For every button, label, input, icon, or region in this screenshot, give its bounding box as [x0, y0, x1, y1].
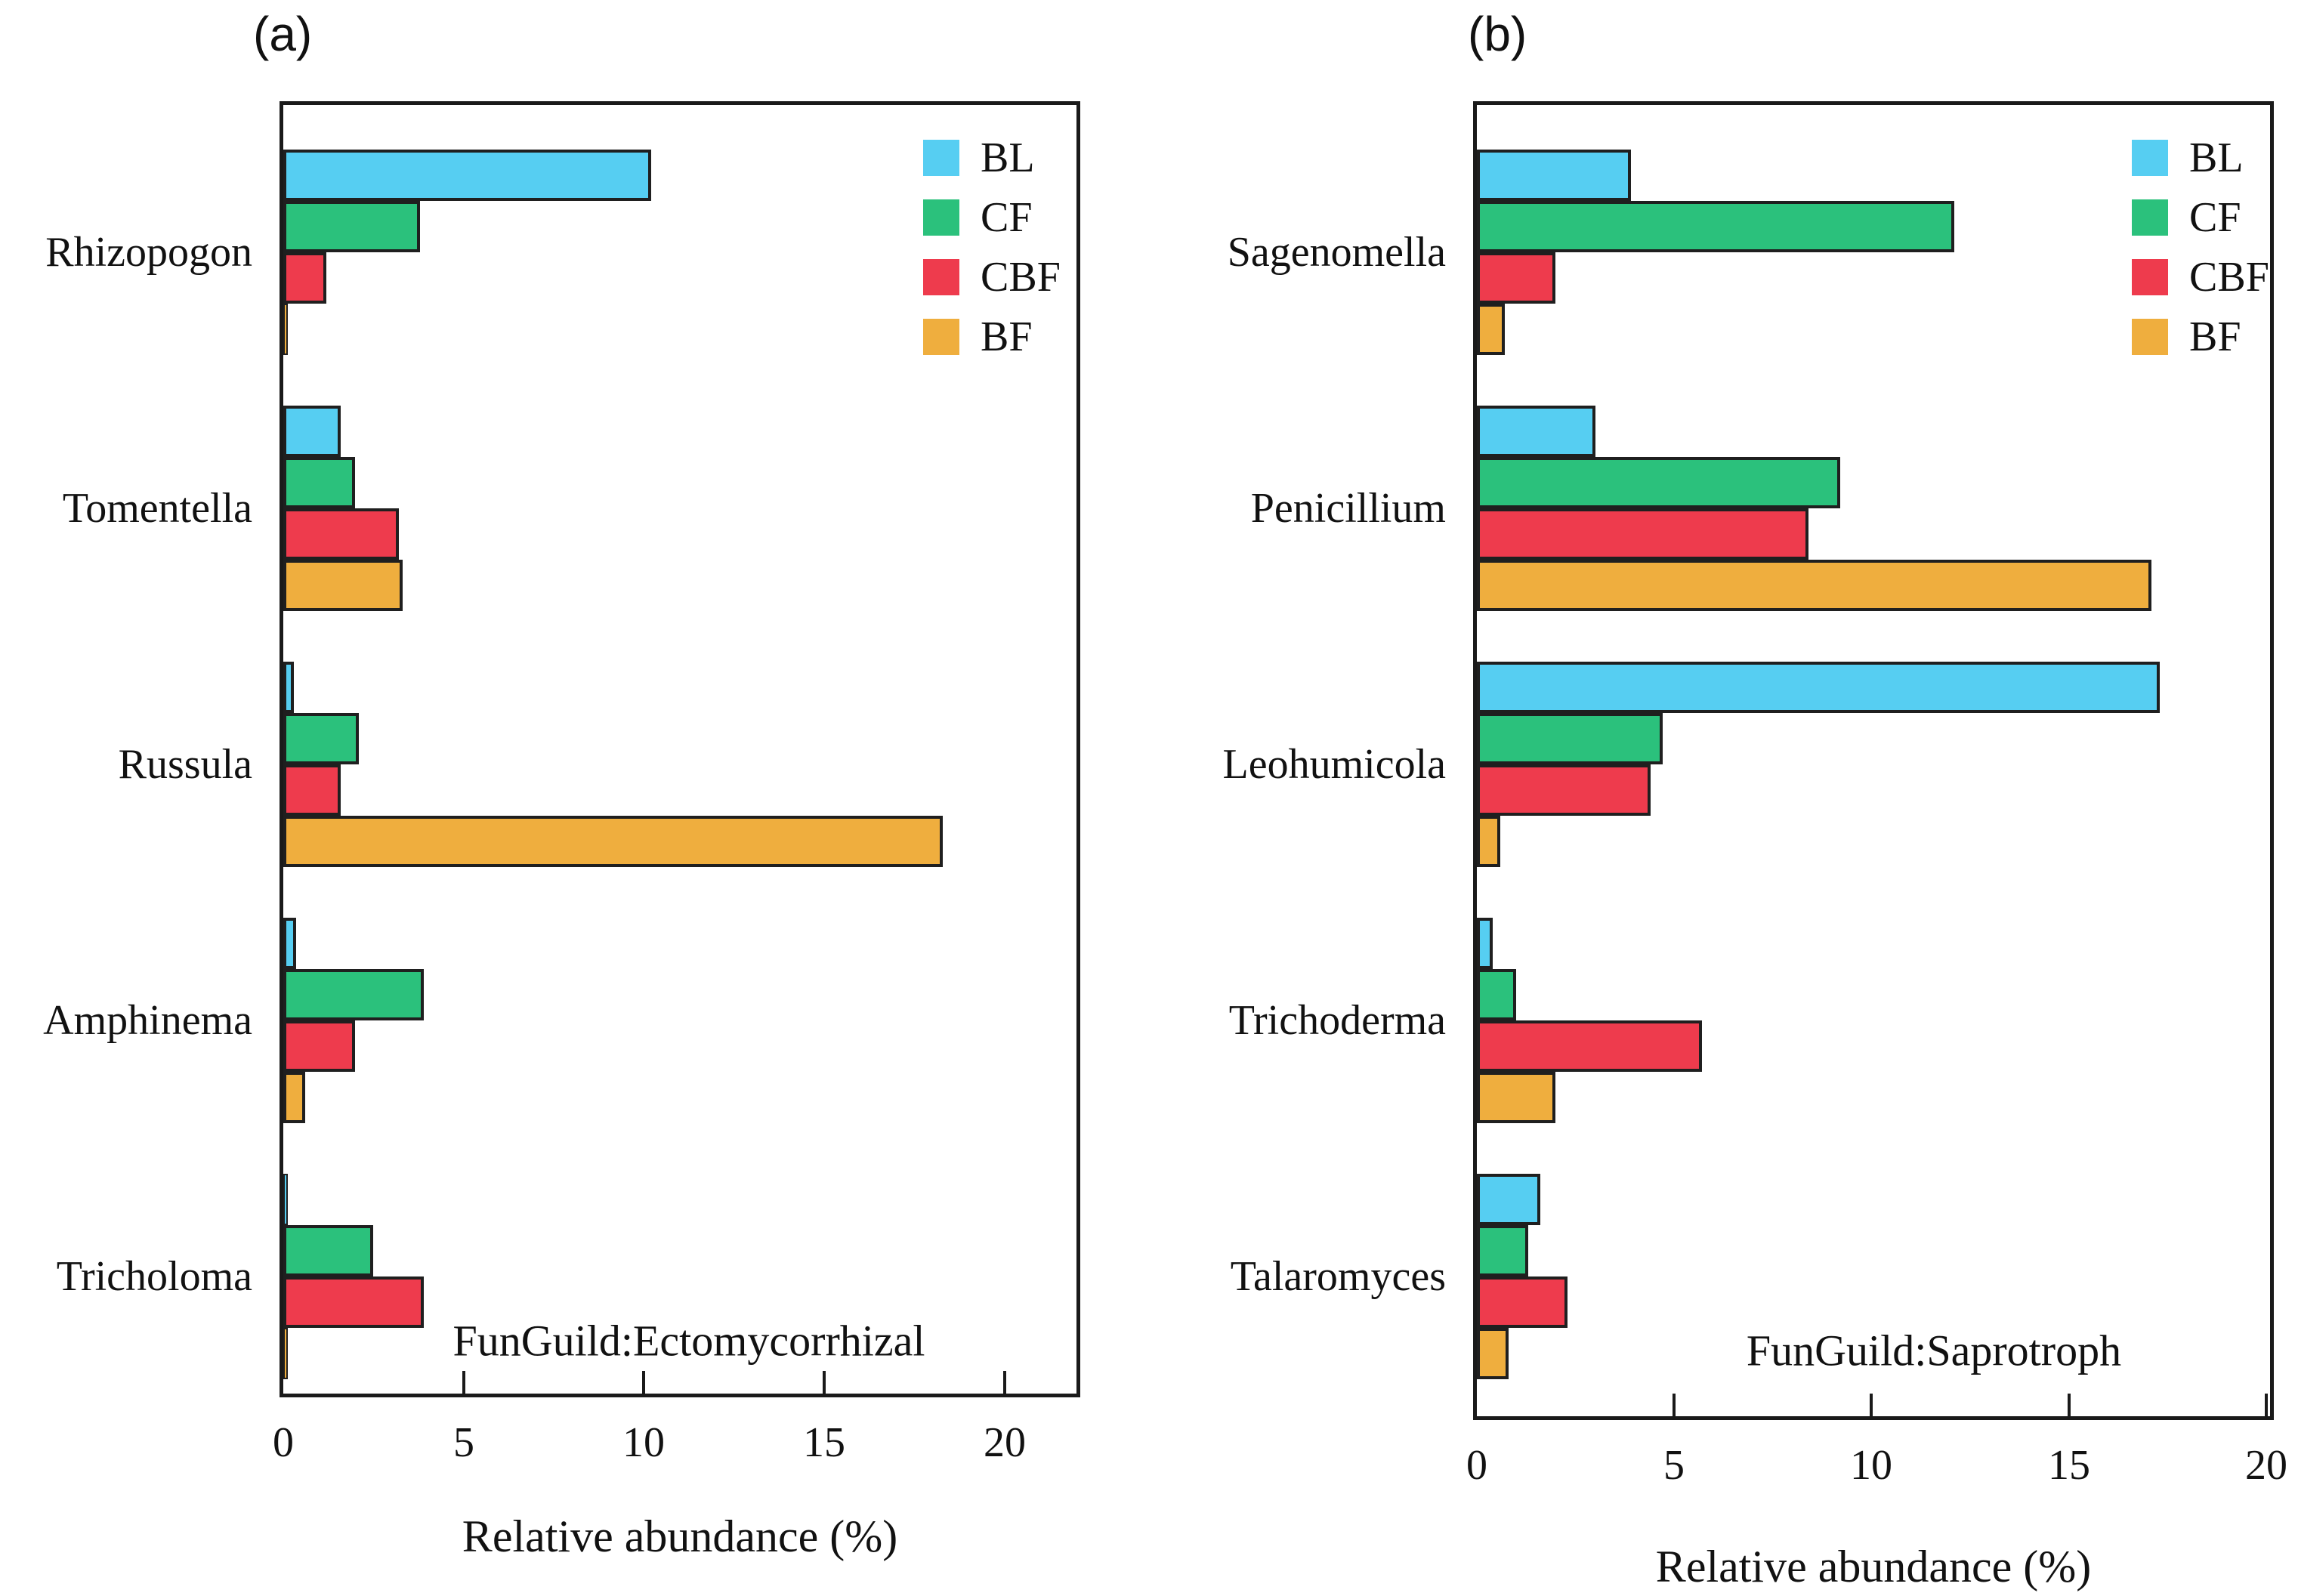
bar-cbf-trichoderma	[1477, 1020, 1702, 1072]
bar-bl-amphinema	[283, 918, 296, 969]
bar-bl-tricholoma	[283, 1174, 288, 1225]
bar-bl-penicillium	[1477, 406, 1595, 457]
x-tick-label-20: 20	[2245, 1442, 2287, 1489]
legend-label-cbf: CBF	[981, 254, 1061, 301]
bar-cbf-tomentella	[283, 508, 399, 560]
category-label-sagenomella: Sagenomella	[1227, 229, 1446, 276]
bar-bl-talaromyces	[1477, 1174, 1540, 1225]
legend-swatch-bf	[923, 319, 959, 355]
x-tick-mark-15	[2068, 1394, 2071, 1416]
x-tick-mark-15	[823, 1371, 826, 1394]
panel-a-annotation: FunGuild:Ectomycorrhizal	[452, 1316, 925, 1366]
bar-cf-sagenomella	[1477, 201, 1954, 252]
bar-bl-russula	[283, 662, 294, 713]
category-label-russula: Russula	[118, 741, 252, 788]
x-tick-mark-5	[1673, 1394, 1676, 1416]
panel-b-xaxis-title: Relative abundance (%)	[1655, 1542, 2092, 1591]
x-tick-mark-20	[1003, 1371, 1006, 1394]
bar-bf-penicillium	[1477, 560, 2151, 611]
bar-cbf-penicillium	[1477, 508, 1808, 560]
x-tick-label-15: 15	[803, 1419, 845, 1466]
bar-cbf-tricholoma	[283, 1276, 424, 1328]
bar-bf-amphinema	[283, 1072, 305, 1123]
x-tick-label-0: 0	[1466, 1442, 1487, 1489]
category-label-rhizopogon: Rhizopogon	[45, 229, 252, 276]
bar-cbf-rhizopogon	[283, 252, 326, 304]
x-tick-label-15: 15	[2048, 1442, 2090, 1489]
bar-cf-penicillium	[1477, 457, 1840, 508]
bar-cf-tricholoma	[283, 1225, 373, 1276]
x-tick-label-5: 5	[453, 1419, 474, 1466]
legend-swatch-bf	[2132, 319, 2168, 355]
x-tick-mark-20	[2265, 1394, 2268, 1416]
bar-bf-tomentella	[283, 560, 403, 611]
bar-cbf-leohumicola	[1477, 764, 1651, 816]
bar-cbf-russula	[283, 764, 341, 816]
x-tick-label-5: 5	[1663, 1442, 1685, 1489]
legend-swatch-cf	[2132, 199, 2168, 236]
legend-label-bf: BF	[981, 313, 1033, 360]
bar-cf-leohumicola	[1477, 713, 1663, 764]
category-label-tomentella: Tomentella	[62, 485, 252, 532]
bar-cbf-amphinema	[283, 1020, 355, 1072]
legend-label-cf: CF	[981, 194, 1033, 241]
bar-bl-tomentella	[283, 406, 341, 457]
category-label-amphinema: Amphinema	[43, 997, 252, 1044]
bar-bf-trichoderma	[1477, 1072, 1555, 1123]
category-label-talaromyces: Talaromyces	[1230, 1253, 1446, 1300]
panel-b-letter: (b)	[1468, 7, 1527, 61]
legend-swatch-cbf	[923, 259, 959, 295]
legend-swatch-cf	[923, 199, 959, 236]
category-label-penicillium: Penicillium	[1250, 485, 1446, 532]
panel-a-xaxis-title: Relative abundance (%)	[462, 1511, 898, 1561]
bar-cbf-talaromyces	[1477, 1276, 1568, 1328]
panel-b-annotation: FunGuild:Saprotroph	[1746, 1326, 2122, 1375]
bar-cf-rhizopogon	[283, 201, 420, 252]
x-tick-label-10: 10	[622, 1419, 665, 1466]
bar-cf-russula	[283, 713, 359, 764]
bar-cf-amphinema	[283, 969, 424, 1020]
legend-label-bl: BL	[2189, 134, 2244, 181]
legend-swatch-bl	[2132, 140, 2168, 176]
bar-bf-leohumicola	[1477, 816, 1500, 867]
bar-bf-talaromyces	[1477, 1328, 1509, 1379]
x-tick-mark-10	[1870, 1394, 1873, 1416]
bar-bl-rhizopogon	[283, 150, 651, 201]
x-tick-label-10: 10	[1850, 1442, 1892, 1489]
bar-bl-trichoderma	[1477, 918, 1493, 969]
x-tick-mark-5	[462, 1371, 465, 1394]
bar-bl-sagenomella	[1477, 150, 1631, 201]
panel-a-plot-frame	[280, 101, 1080, 1397]
bar-bf-tricholoma	[283, 1328, 288, 1379]
bar-bf-sagenomella	[1477, 304, 1505, 355]
bar-cf-tomentella	[283, 457, 355, 508]
category-label-trichoderma: Trichoderma	[1228, 997, 1446, 1044]
bar-bf-rhizopogon	[283, 304, 288, 355]
bar-bl-leohumicola	[1477, 662, 2160, 713]
x-tick-label-20: 20	[984, 1419, 1026, 1466]
legend-label-cbf: CBF	[2189, 254, 2269, 301]
legend-label-cf: CF	[2189, 194, 2241, 241]
x-tick-mark-10	[642, 1371, 645, 1394]
bar-cf-talaromyces	[1477, 1225, 1528, 1276]
legend-swatch-bl	[923, 140, 959, 176]
legend-label-bf: BF	[2189, 313, 2241, 360]
bar-cf-trichoderma	[1477, 969, 1516, 1020]
category-label-tricholoma: Tricholoma	[56, 1253, 252, 1300]
category-label-leohumicola: Leohumicola	[1222, 741, 1446, 788]
bar-bf-russula	[283, 816, 943, 867]
bar-cbf-sagenomella	[1477, 252, 1555, 304]
panel-a-letter: (a)	[253, 7, 313, 61]
x-tick-label-0: 0	[273, 1419, 294, 1466]
legend-label-bl: BL	[981, 134, 1035, 181]
legend-swatch-cbf	[2132, 259, 2168, 295]
